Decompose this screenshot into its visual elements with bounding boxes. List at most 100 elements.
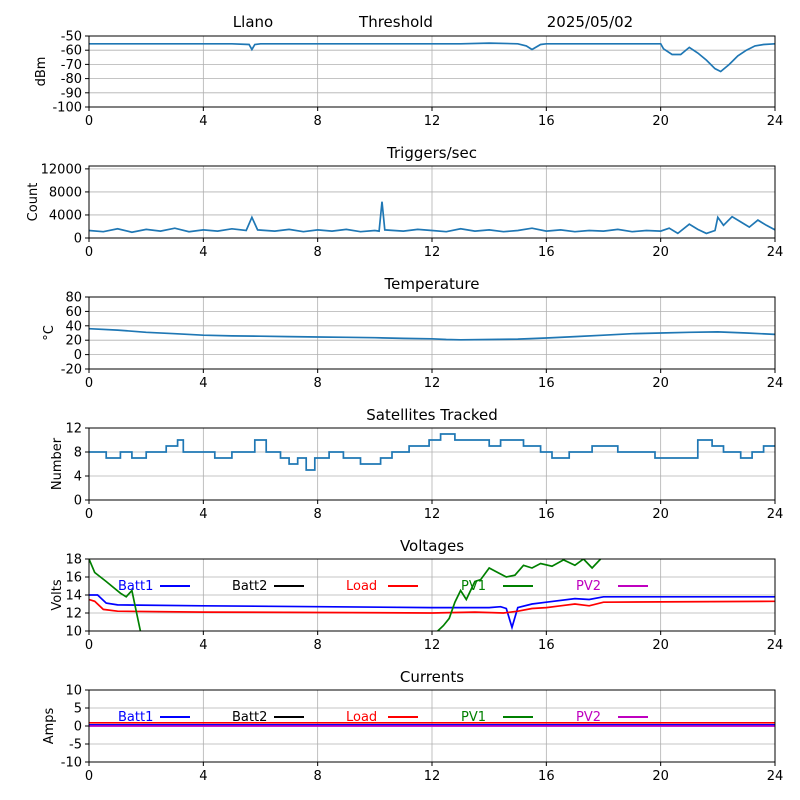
y-axis-label: Count	[26, 183, 41, 222]
legend-label-batt2: Batt2	[232, 579, 267, 594]
series-line	[89, 201, 775, 235]
panel-title: Currents	[400, 668, 464, 686]
y-tick-label: 60	[65, 305, 82, 320]
panel-title: Satellites Tracked	[366, 406, 497, 424]
x-tick-label: 24	[767, 376, 784, 391]
x-tick-label: 8	[314, 245, 322, 260]
legend-label-pv1: PV1	[461, 710, 486, 725]
x-tick-label: 20	[652, 376, 669, 391]
y-tick-label: 10	[65, 625, 82, 640]
y-tick-label: 18	[65, 553, 82, 568]
y-tick-label: -100	[52, 101, 82, 116]
x-tick-label: 4	[199, 769, 207, 784]
y-tick-label: 12	[65, 422, 82, 437]
series-line-load	[89, 598, 775, 614]
x-tick-label: 12	[424, 376, 441, 391]
panel-triggers: 0 4 8 12 16 20 24 0 4000 8000 12000 Triggers/sec Cou…	[26, 144, 783, 260]
y-tick-label: 12000	[41, 162, 82, 177]
x-tick-label: 12	[424, 245, 441, 260]
panel-signal: 0 4 8 12 16 20 24 -100-90-80-70-60-50 dBm	[34, 30, 783, 130]
x-tick-label: 16	[538, 638, 555, 653]
x-tick-label: 0	[85, 638, 93, 653]
panel-currents: Batt1 Batt2 Load PV1 PV2 0 4 8 12 16 20 24 -10 -5 0 5 10…	[42, 668, 783, 784]
y-axis-label: °C	[42, 325, 57, 341]
y-tick-label: 20	[65, 334, 82, 349]
y-tick-label: -50	[61, 30, 82, 45]
x-tick-label: 16	[538, 114, 555, 129]
y-tick-label: -60	[61, 44, 82, 59]
x-tick-label: 12	[424, 769, 441, 784]
x-tick-label: 12	[424, 507, 441, 522]
panel-title: Triggers/sec	[386, 144, 477, 162]
y-tick-label: -20	[61, 363, 82, 378]
x-tick-label: 8	[314, 638, 322, 653]
x-tick-label: 16	[538, 769, 555, 784]
x-tick-label: 24	[767, 507, 784, 522]
y-tick-label: 4	[74, 470, 82, 485]
y-tick-label: -90	[61, 86, 82, 101]
x-tick-label: 0	[85, 245, 93, 260]
x-tick-label: 24	[767, 245, 784, 260]
panel-satellites: 0 4 8 12 16 20 24 0 4 8 12 Satellites Tracked Number	[50, 406, 783, 522]
y-axis-label: dBm	[34, 57, 49, 87]
legend-label-pv2: PV2	[576, 710, 601, 725]
x-tick-label: 24	[767, 638, 784, 653]
y-tick-label: -80	[61, 72, 82, 87]
x-tick-label: 20	[652, 507, 669, 522]
x-tick-label: 16	[538, 245, 555, 260]
y-axis-label: Volts	[50, 579, 65, 611]
x-tick-label: 8	[314, 769, 322, 784]
header-site: Llano	[233, 13, 273, 31]
x-tick-label: 0	[85, 769, 93, 784]
series-line	[89, 433, 775, 471]
x-tick-label: 0	[85, 507, 93, 522]
y-tick-label: 10	[65, 684, 82, 699]
x-tick-label: 20	[652, 114, 669, 129]
series-line-pv1	[89, 559, 142, 631]
y-tick-label: 0	[74, 232, 82, 247]
y-tick-label: 8	[74, 446, 82, 461]
legend-label-load: Load	[346, 579, 377, 594]
x-tick-label: 4	[199, 376, 207, 391]
y-tick-label: 5	[74, 702, 82, 717]
series-line-pv1	[437, 559, 602, 631]
x-tick-label: 8	[314, 114, 322, 129]
x-tick-label: 8	[314, 507, 322, 522]
y-tick-label: -70	[61, 58, 82, 73]
legend-label-batt1: Batt1	[118, 710, 153, 725]
y-tick-label: 4000	[49, 208, 82, 223]
x-tick-label: 16	[538, 507, 555, 522]
y-axis-label: Amps	[42, 707, 57, 744]
y-tick-label: -10	[61, 756, 82, 771]
y-tick-label: 16	[65, 571, 82, 586]
y-axis-label: Number	[50, 437, 65, 490]
x-tick-label: 4	[199, 245, 207, 260]
x-tick-label: 20	[652, 769, 669, 784]
legend-label-load: Load	[346, 710, 377, 725]
x-tick-label: 16	[538, 376, 555, 391]
y-tick-label: 14	[65, 589, 82, 604]
panel-title: Voltages	[400, 537, 464, 555]
y-tick-label: 0	[74, 348, 82, 363]
x-tick-label: 4	[199, 507, 207, 522]
header-date: 2025/05/02	[547, 13, 633, 31]
y-tick-label: 80	[65, 291, 82, 306]
panel-voltages: Batt1 Batt2 Load PV1 PV2 0 4 8 12 16 20 24 10 12 14 16 1…	[50, 537, 783, 653]
y-tick-label: 12	[65, 607, 82, 622]
x-tick-label: 12	[424, 638, 441, 653]
series-line	[89, 327, 775, 341]
x-tick-label: 8	[314, 376, 322, 391]
legend-label-pv2: PV2	[576, 579, 601, 594]
x-tick-label: 24	[767, 769, 784, 784]
x-tick-label: 4	[199, 114, 207, 129]
legend-label-batt2: Batt2	[232, 710, 267, 725]
panel-title: Temperature	[383, 275, 479, 293]
legend-label-pv1: PV1	[461, 579, 486, 594]
x-tick-label: 4	[199, 638, 207, 653]
x-tick-label: 20	[652, 245, 669, 260]
x-tick-label: 0	[85, 114, 93, 129]
x-tick-label: 24	[767, 114, 784, 129]
